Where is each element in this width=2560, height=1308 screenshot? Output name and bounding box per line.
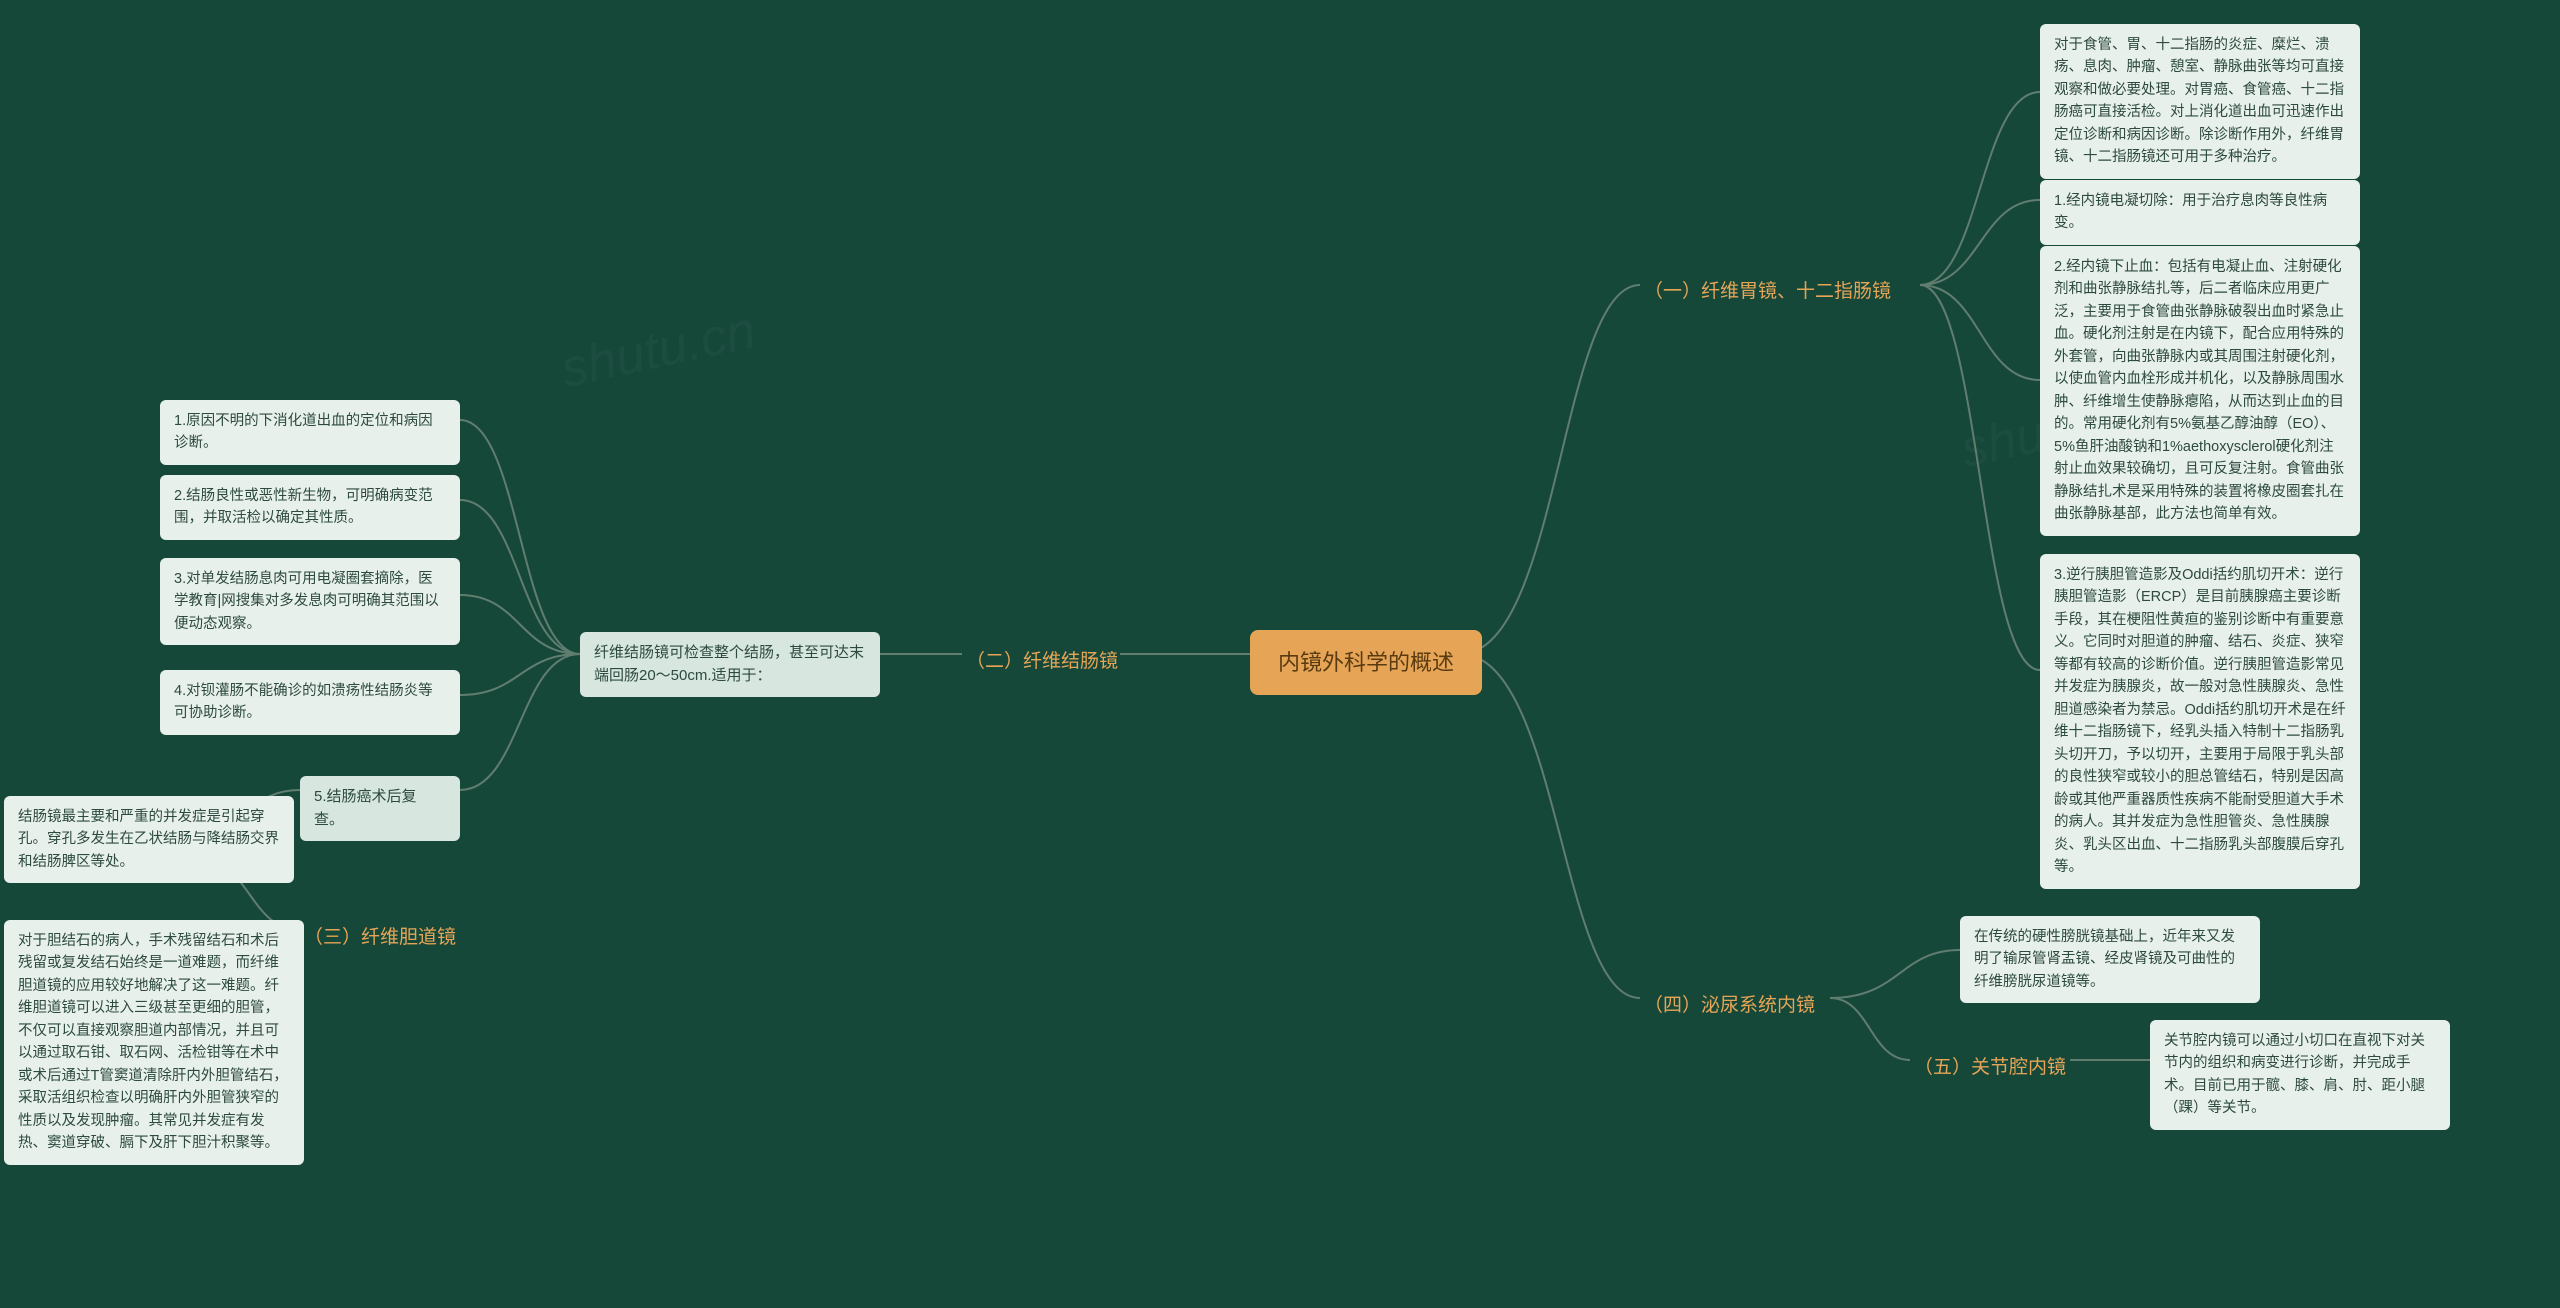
b2-leaf-2: 2.结肠良性或恶性新生物，可明确病变范围，并取活检以确定其性质。 — [160, 475, 460, 540]
b4-leaf: 在传统的硬性膀胱镜基础上，近年来又发明了输尿管肾盂镜、经皮肾镜及可曲性的纤维膀胱… — [1960, 916, 2260, 1003]
b1-leaf-3: 2.经内镜下止血：包括有电凝止血、注射硬化剂和曲张静脉结扎等，后二者临床应用更广… — [2040, 246, 2360, 536]
b2-sub: 纤维结肠镜可检查整个结肠，甚至可达末端回肠20～50cm.适用于： — [580, 632, 880, 697]
b1-leaf-2: 1.经内镜电凝切除：用于治疗息肉等良性病变。 — [2040, 180, 2360, 245]
branch-3: （三）纤维胆道镜 — [300, 916, 460, 961]
branch-5: （五）关节腔内镜 — [1910, 1046, 2070, 1091]
b2-leaf-3: 3.对单发结肠息肉可用电凝圈套摘除，医学教育|网搜集对多发息肉可明确其范围以便动… — [160, 558, 460, 645]
root-node: 内镜外科学的概述 — [1250, 630, 1482, 695]
watermark: shutu.cn — [556, 300, 761, 400]
b2-leaf-5: 5.结肠癌术后复查。 — [300, 776, 460, 841]
branch-4: （四）泌尿系统内镜 — [1640, 984, 1819, 1029]
b1-leaf-1: 对于食管、胃、十二指肠的炎症、糜烂、溃疡、息肉、肿瘤、憩室、静脉曲张等均可直接观… — [2040, 24, 2360, 179]
b5-leaf: 关节腔内镜可以通过小切口在直视下对关节内的组织和病变进行诊断，并完成手术。目前已… — [2150, 1020, 2450, 1130]
b3-leaf-final: 对于胆结石的病人，手术残留结石和术后残留或复发结石始终是一道难题，而纤维胆道镜的… — [4, 920, 304, 1165]
b2-leaf-4: 4.对钡灌肠不能确诊的如溃疡性结肠炎等可协助诊断。 — [160, 670, 460, 735]
branch-2: （二）纤维结肠镜 — [962, 640, 1122, 685]
b2-leaf-1: 1.原因不明的下消化道出血的定位和病因诊断。 — [160, 400, 460, 465]
branch-1: （一）纤维胃镜、十二指肠镜 — [1640, 270, 1895, 315]
b1-leaf-4: 3.逆行胰胆管造影及Oddi括约肌切开术：逆行胰胆管造影（ERCP）是目前胰腺癌… — [2040, 554, 2360, 889]
b2-leaf-5-detail-final: 结肠镜最主要和严重的并发症是引起穿孔。穿孔多发生在乙状结肠与降结肠交界和结肠脾区… — [4, 796, 294, 883]
